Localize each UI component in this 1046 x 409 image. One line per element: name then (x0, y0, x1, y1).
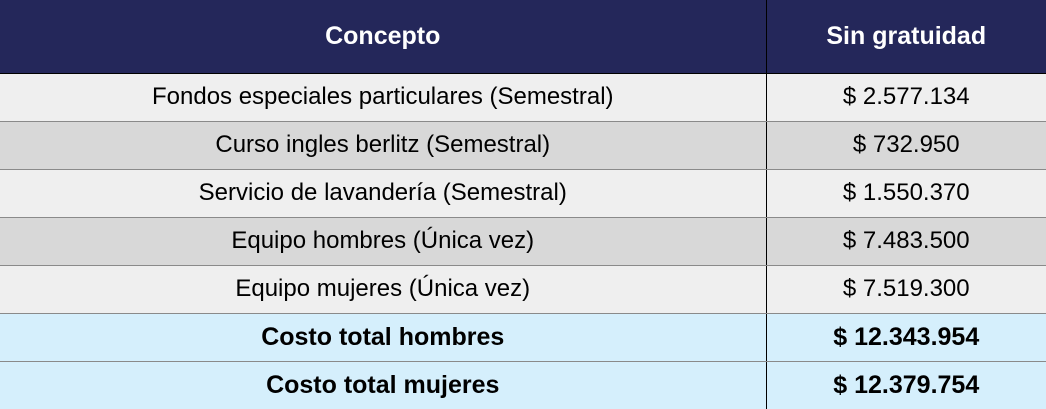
table-row: Curso ingles berlitz (Semestral) $ 732.9… (0, 121, 1046, 170)
price-cell: $ 7.519.300 (766, 265, 1046, 314)
table-body: Fondos especiales particulares (Semestra… (0, 73, 1046, 409)
total-row-men: Costo total hombres $ 12.343.954 (0, 313, 1046, 362)
total-value: $ 12.379.754 (766, 361, 1046, 409)
concept-cell: Curso ingles berlitz (Semestral) (0, 121, 767, 170)
concept-cell: Equipo mujeres (Única vez) (0, 265, 767, 314)
table-row: Fondos especiales particulares (Semestra… (0, 73, 1046, 122)
concept-cell: Fondos especiales particulares (Semestra… (0, 73, 767, 122)
price-cell: $ 732.950 (766, 121, 1046, 170)
column-header-concept: Concepto (0, 0, 767, 74)
table-header: Concepto Sin gratuidad (0, 0, 1046, 74)
table-row: Equipo hombres (Única vez) $ 7.483.500 (0, 217, 1046, 266)
price-cell: $ 1.550.370 (766, 169, 1046, 218)
concept-cell: Servicio de lavandería (Semestral) (0, 169, 767, 218)
total-value: $ 12.343.954 (766, 313, 1046, 362)
table-row: Servicio de lavandería (Semestral) $ 1.5… (0, 169, 1046, 218)
price-cell: $ 7.483.500 (766, 217, 1046, 266)
price-cell: $ 2.577.134 (766, 73, 1046, 122)
total-label: Costo total hombres (0, 313, 767, 362)
column-header-price: Sin gratuidad (766, 0, 1046, 74)
header-row: Concepto Sin gratuidad (0, 0, 1046, 74)
total-label: Costo total mujeres (0, 361, 767, 409)
total-row-women: Costo total mujeres $ 12.379.754 (0, 361, 1046, 409)
table-row: Equipo mujeres (Única vez) $ 7.519.300 (0, 265, 1046, 314)
concept-cell: Equipo hombres (Única vez) (0, 217, 767, 266)
